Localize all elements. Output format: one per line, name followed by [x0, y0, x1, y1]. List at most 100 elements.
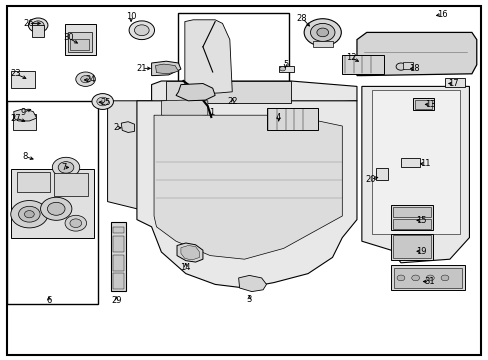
Text: 26: 26 — [23, 19, 34, 28]
Circle shape — [70, 219, 81, 228]
Bar — [113, 227, 124, 233]
Circle shape — [395, 63, 405, 70]
Circle shape — [81, 76, 90, 83]
Text: 15: 15 — [415, 216, 426, 225]
Bar — [392, 235, 430, 258]
Bar — [54, 173, 88, 196]
Circle shape — [310, 23, 334, 41]
Text: 19: 19 — [415, 247, 426, 256]
Bar — [392, 219, 430, 229]
Circle shape — [129, 21, 154, 40]
Polygon shape — [161, 100, 207, 119]
Circle shape — [76, 72, 95, 86]
Bar — [11, 71, 35, 88]
Polygon shape — [181, 246, 199, 260]
Bar — [14, 72, 32, 83]
Text: 5: 5 — [283, 60, 287, 69]
Text: 20: 20 — [365, 175, 375, 184]
Bar — [412, 98, 433, 110]
Text: 3: 3 — [246, 295, 251, 304]
Circle shape — [58, 162, 74, 173]
Text: 12: 12 — [345, 53, 356, 62]
Circle shape — [52, 157, 80, 177]
Bar — [13, 114, 36, 130]
Text: 2: 2 — [114, 123, 119, 132]
Text: 31: 31 — [423, 277, 434, 286]
Polygon shape — [371, 90, 459, 234]
Bar — [390, 234, 432, 260]
Text: 9: 9 — [21, 108, 26, 117]
Bar — [390, 205, 432, 230]
Circle shape — [32, 21, 44, 30]
Bar — [64, 24, 96, 55]
Bar — [392, 207, 430, 217]
Bar — [113, 236, 124, 252]
Text: 29: 29 — [111, 296, 122, 305]
Circle shape — [19, 206, 40, 222]
Circle shape — [396, 275, 404, 281]
Polygon shape — [154, 115, 342, 259]
Bar — [266, 108, 317, 130]
Polygon shape — [155, 64, 178, 74]
Bar — [32, 25, 44, 37]
Text: 25: 25 — [100, 98, 111, 107]
Text: 14: 14 — [180, 263, 191, 272]
Polygon shape — [151, 81, 356, 104]
Bar — [312, 41, 332, 47]
Circle shape — [304, 19, 341, 46]
Text: 10: 10 — [125, 12, 136, 21]
Bar — [403, 62, 412, 69]
Text: 22: 22 — [227, 97, 238, 106]
Text: 13: 13 — [424, 100, 435, 109]
Circle shape — [47, 202, 65, 215]
Bar — [11, 169, 94, 238]
Circle shape — [11, 201, 48, 228]
Bar — [414, 100, 431, 109]
Bar — [68, 32, 92, 52]
Circle shape — [97, 97, 108, 106]
Text: 23: 23 — [10, 69, 21, 78]
Text: 27: 27 — [10, 114, 21, 122]
Polygon shape — [184, 20, 232, 94]
Polygon shape — [151, 61, 181, 76]
Circle shape — [440, 275, 448, 281]
Text: 8: 8 — [23, 152, 28, 161]
Circle shape — [41, 197, 72, 220]
Circle shape — [316, 28, 328, 37]
Text: 4: 4 — [276, 113, 281, 122]
Bar — [342, 55, 383, 74]
Bar — [7, 101, 98, 304]
Bar — [111, 222, 126, 291]
Polygon shape — [361, 86, 468, 263]
Circle shape — [65, 215, 86, 231]
Circle shape — [24, 211, 34, 218]
Polygon shape — [166, 81, 290, 103]
Circle shape — [279, 67, 285, 71]
Polygon shape — [238, 275, 266, 292]
Text: 17: 17 — [447, 79, 458, 88]
Bar — [444, 78, 464, 87]
Bar — [393, 268, 461, 288]
Bar — [17, 172, 50, 192]
Polygon shape — [176, 84, 215, 101]
Bar — [113, 273, 124, 289]
Polygon shape — [107, 101, 151, 209]
Circle shape — [426, 275, 433, 281]
Bar — [390, 265, 464, 290]
Bar — [70, 39, 89, 50]
Bar — [278, 66, 294, 72]
Circle shape — [134, 25, 149, 36]
Text: 21: 21 — [136, 64, 147, 73]
Polygon shape — [137, 101, 356, 288]
Text: 16: 16 — [436, 10, 447, 19]
Text: 1: 1 — [208, 108, 213, 117]
Bar — [15, 116, 34, 127]
Polygon shape — [121, 122, 134, 132]
Bar — [178, 13, 288, 97]
Text: 28: 28 — [296, 14, 307, 23]
Text: 30: 30 — [63, 33, 74, 42]
Text: 7: 7 — [61, 163, 66, 172]
Bar — [113, 255, 124, 271]
Polygon shape — [177, 243, 203, 262]
Polygon shape — [356, 32, 476, 76]
